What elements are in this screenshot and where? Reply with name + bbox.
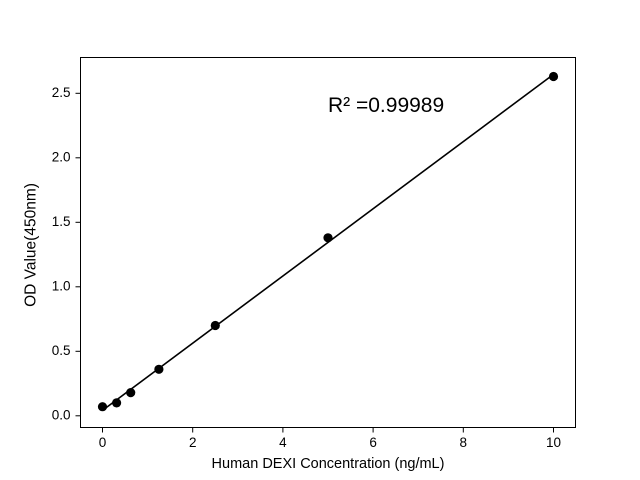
svg-text:2: 2 [189,435,197,450]
svg-text:2.5: 2.5 [52,85,71,100]
svg-text:0.0: 0.0 [52,408,71,423]
svg-text:1.5: 1.5 [52,214,71,229]
svg-text:2.0: 2.0 [52,150,71,165]
svg-text:0: 0 [99,435,107,450]
svg-text:0.5: 0.5 [52,343,71,358]
svg-text:8: 8 [460,435,468,450]
svg-text:6: 6 [369,435,377,450]
svg-text:1.0: 1.0 [52,279,71,294]
svg-text:Human DEXI Concentration (ng/m: Human DEXI Concentration (ng/mL) [212,456,445,472]
svg-text:10: 10 [546,435,561,450]
svg-text:R² =0.99989: R² =0.99989 [328,94,444,117]
svg-text:4: 4 [279,435,287,450]
svg-text:OD Value(450nm): OD Value(450nm) [23,183,40,307]
